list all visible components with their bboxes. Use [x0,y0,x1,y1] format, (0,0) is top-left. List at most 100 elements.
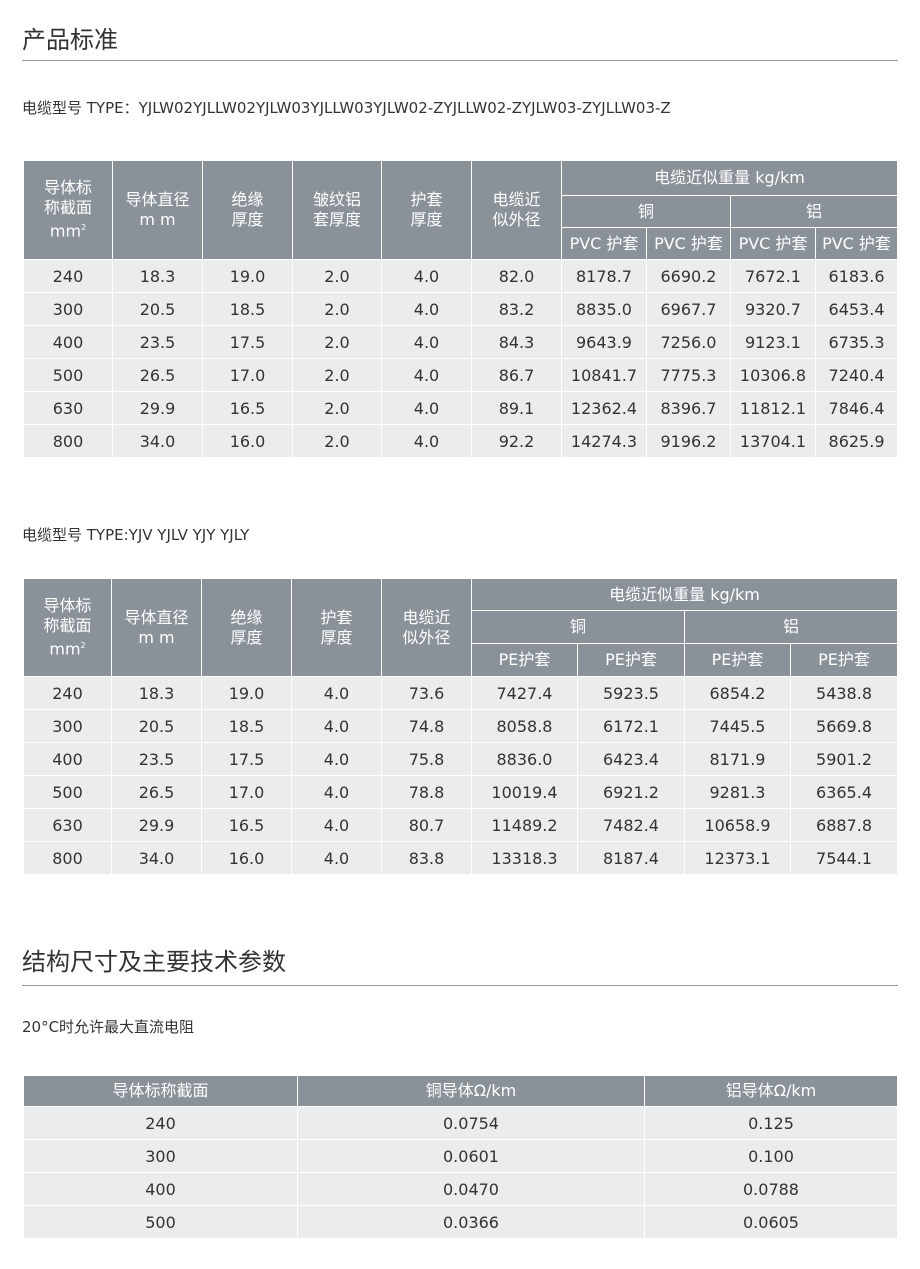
table-cell: 20.5 [111,709,202,743]
table-cell: 19.0 [201,676,292,710]
table-cell: 0.0470 [297,1172,645,1206]
table-cell: 23.5 [112,325,203,359]
header-insulation-label: 绝缘厚度 [231,190,264,229]
header-cross-section: 导体标 称截面 mm2 [23,160,113,260]
table-row: 500 26.5 17.0 2.0 4.0 86.7 10841.7 7775.3 10306.… [23,358,899,392]
table-cell: 73.6 [381,676,472,710]
header-jacket: 护套厚度 [381,160,472,260]
table-cell: 4.0 [291,775,382,809]
table-cell: 4.0 [291,742,382,776]
table-cell: 0.0366 [297,1205,645,1239]
table-cell: 75.8 [381,742,472,776]
table-cell: 26.5 [111,775,202,809]
table-cell: 7775.3 [646,358,731,392]
resistance-subtitle: 20°C时允许最大直流电阻 [22,1018,195,1036]
header-jacket-type: PE护套 [471,643,578,677]
table-cell: 83.8 [381,841,472,875]
header-jacket: 护套厚度 [291,578,382,677]
product-table-2: 导体标 称截面 mm2 导体直径 m m 绝缘 厚度 护套 厚度 电缆近 似外径 电缆近似重… [23,578,899,875]
table-cell: 300 [23,292,113,326]
table-cell: 4.0 [381,424,472,458]
table-cell: 17.5 [202,325,293,359]
divider [22,60,898,61]
table-cell: 84.3 [471,325,562,359]
header-jacket-label: 护套厚度 [410,190,443,229]
header-weight: 电缆近似重量 kg/km [560,160,899,196]
table-cell: 4.0 [381,259,472,293]
header-outer-diameter: 电缆近 似外径 [471,160,562,260]
table-cell: 6854.2 [684,676,791,710]
table-cell: 240 [23,1106,298,1140]
type-line-2: 电缆型号 TYPE:YJV YJLV YJY YJLY [22,526,250,544]
table-cell: 7256.0 [646,325,731,359]
header-copper: 铜 [471,610,685,644]
table-cell: 18.5 [202,292,293,326]
header-jacket-type: PVC 护套 [730,227,816,260]
table-cell: 400 [23,742,112,776]
header-diameter: 导体直径 m m [112,160,203,260]
table-cell: 9320.7 [730,292,816,326]
table-cell: 500 [23,1205,298,1239]
table-cell: 7672.1 [730,259,816,293]
table-cell: 5901.2 [789,742,899,776]
table-cell: 2.0 [292,424,382,458]
table-cell: 0.0601 [297,1139,645,1173]
table-cell: 630 [23,808,112,842]
table-cell: 2.0 [292,325,382,359]
table-cell: 10306.8 [730,358,816,392]
table-cell: 400 [23,1172,298,1206]
table-cell: 4.0 [381,358,472,392]
table-row: 240 18.3 19.0 4.0 73.6 7427.4 5923.5 6854.2 5438… [23,676,899,710]
table-cell: 7445.5 [684,709,791,743]
table-cell: 11812.1 [730,391,816,425]
table-row: 500 0.0366 0.0605 [23,1205,898,1239]
table-cell: 86.7 [471,358,562,392]
table-cell: 18.5 [201,709,292,743]
table-cell: 29.9 [111,808,202,842]
header-weight: 电缆近似重量 kg/km [470,578,899,611]
header-insulation: 绝缘厚度 [201,578,292,677]
table-cell: 78.8 [381,775,472,809]
table-cell: 4.0 [291,676,382,710]
table-cell: 92.2 [471,424,562,458]
table-cell: 83.2 [471,292,562,326]
table-row: 300 0.0601 0.100 [23,1139,898,1173]
table-cell: 6967.7 [646,292,731,326]
table-cell: 19.0 [202,259,293,293]
table-row: 800 34.0 16.0 4.0 83.8 13318.3 8187.4 12373.1 75… [23,841,899,875]
table-header: 导体标称截面 [23,1075,298,1107]
table-cell: 630 [23,391,113,425]
header-jacket-type: PE护套 [789,643,899,677]
table-cell: 2.0 [292,259,382,293]
table-cell: 6921.2 [577,775,685,809]
header-jacket-type: PE护套 [577,643,685,677]
table-cell: 240 [23,676,112,710]
table-cell: 17.0 [202,358,293,392]
table-cell: 80.7 [381,808,472,842]
table-cell: 8396.7 [646,391,731,425]
table-cell: 4.0 [381,391,472,425]
table-header: 铝导体Ω/km [644,1075,898,1107]
table-cell: 300 [23,1139,298,1173]
resistance-table: 导体标称截面 铜导体Ω/km 铝导体Ω/km 240 0.0754 0.125 300 0.0… [23,1075,898,1239]
table-cell: 4.0 [291,808,382,842]
table-cell: 8058.8 [471,709,578,743]
table-cell: 10841.7 [561,358,647,392]
table-cell: 16.0 [202,424,293,458]
table-cell: 9196.2 [646,424,731,458]
product-table-1: 导体标 称截面 mm2 导体直径 m m 绝缘厚度 皱纹铝 套厚度 护套厚度 电缆近 似外… [23,160,899,458]
header-diameter: 导体直径 m m [111,578,202,677]
table-cell: 400 [23,325,113,359]
table-cell: 23.5 [111,742,202,776]
table-row: 800 34.0 16.0 2.0 4.0 92.2 14274.3 9196.2 13704.… [23,424,899,458]
table-row: 500 26.5 17.0 4.0 78.8 10019.4 6921.2 9281.3 636… [23,775,899,809]
table-cell: 9643.9 [561,325,647,359]
table-cell: 18.3 [112,259,203,293]
table-cell: 800 [23,424,113,458]
table-cell: 5438.8 [789,676,899,710]
table-cell: 5923.5 [577,676,685,710]
table-cell: 10658.9 [684,808,791,842]
table-cell: 2.0 [292,391,382,425]
table-cell: 7846.4 [814,391,899,425]
table-cell: 18.3 [111,676,202,710]
